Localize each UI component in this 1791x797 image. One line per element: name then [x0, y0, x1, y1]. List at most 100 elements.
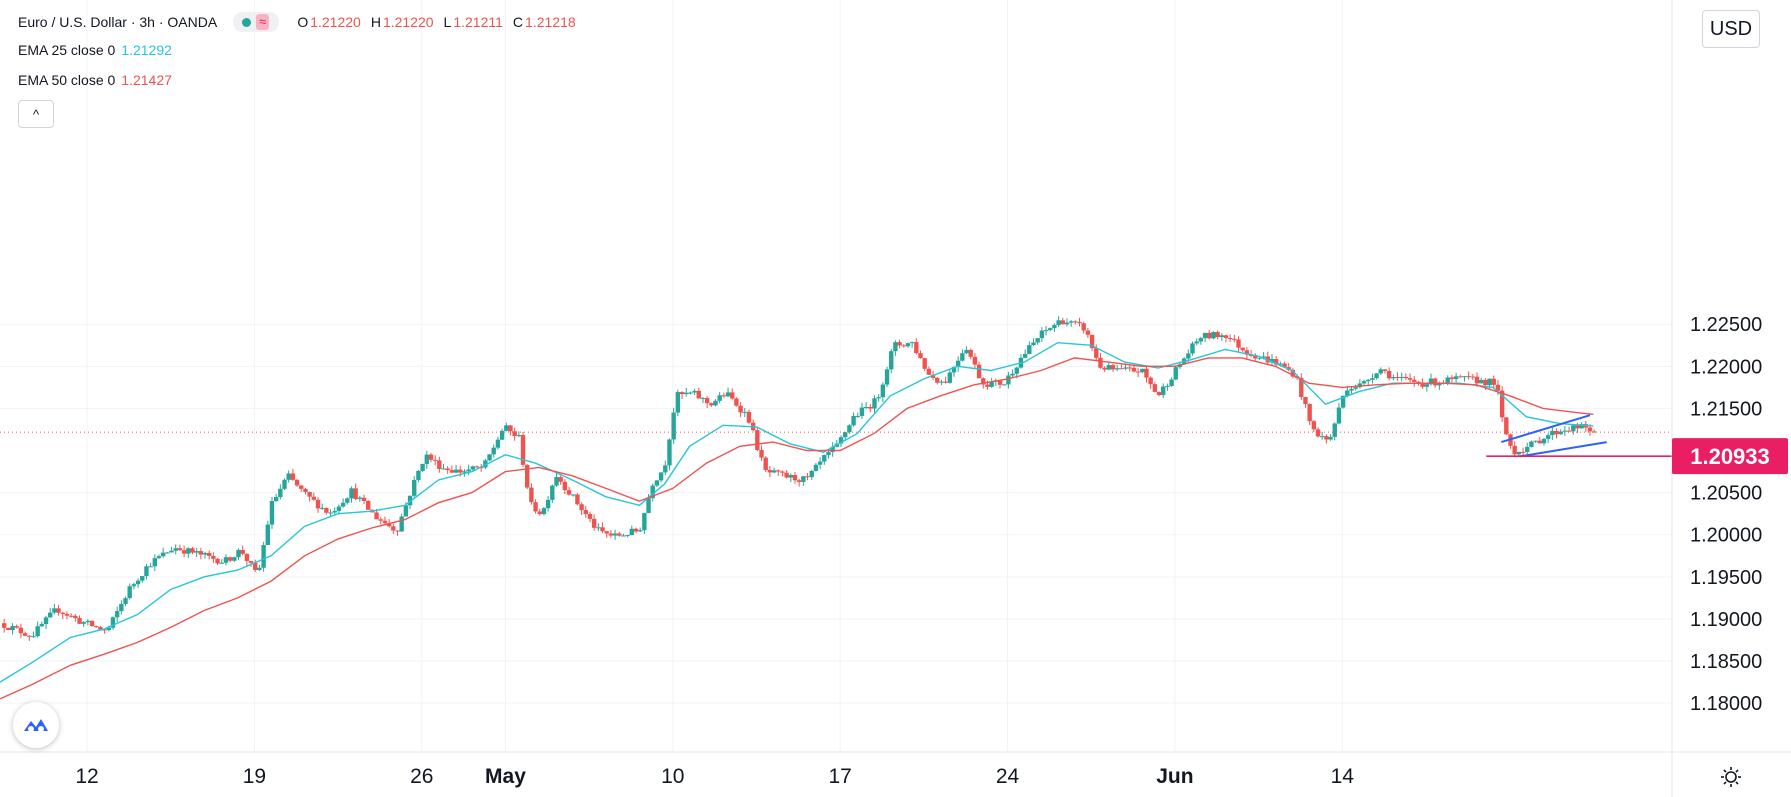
candle-up [826, 452, 831, 456]
candle-down [1223, 335, 1229, 338]
candle-up [843, 432, 848, 438]
currency-button[interactable]: USD [1702, 10, 1760, 48]
candle-down [796, 480, 802, 482]
candle-down [1591, 431, 1597, 433]
candle-down [985, 384, 990, 387]
candle-down [780, 471, 785, 473]
candle-down [1, 623, 7, 628]
candle-down [976, 364, 982, 379]
candle-up [859, 407, 865, 416]
candle-down [508, 425, 513, 432]
candle-down [386, 523, 392, 527]
candle-up [1043, 330, 1049, 332]
candle-down [428, 454, 434, 460]
candle-down [458, 469, 463, 473]
candle-up [1571, 425, 1576, 432]
candle-up [1328, 436, 1333, 440]
settings-icon-tooth [1735, 769, 1739, 773]
candle-up [340, 502, 346, 507]
candle-up [960, 353, 965, 361]
candle-up [110, 617, 116, 628]
candle-down [696, 390, 701, 399]
candle-down [981, 378, 986, 385]
ema25-legend[interactable]: EMA 25 close 0 1.21292 [18, 42, 178, 58]
candle-down [14, 626, 19, 628]
candle-up [830, 446, 835, 453]
candle-down [294, 479, 300, 486]
candle-up [1194, 341, 1199, 344]
candle-up [160, 552, 166, 557]
candle-up [1257, 357, 1262, 359]
status-pill[interactable]: ≈ [233, 12, 280, 32]
candle-up [169, 550, 174, 553]
candle-down [1315, 429, 1321, 437]
candle-up [412, 479, 417, 496]
candle-up [688, 392, 693, 394]
candle-up [909, 342, 915, 344]
candle-down [324, 507, 329, 513]
candle-down [792, 474, 798, 481]
candle-down [60, 612, 65, 614]
candle-up [1068, 321, 1074, 323]
candle-up [1056, 320, 1061, 326]
candle-up [357, 497, 363, 500]
candle-up [483, 460, 488, 468]
candle-up [541, 508, 547, 515]
candle-down [587, 514, 593, 519]
candle-down [290, 473, 296, 480]
candle-up [1453, 376, 1459, 380]
candle-down [1253, 356, 1258, 359]
candle-up [516, 435, 522, 437]
candle-up [39, 624, 45, 627]
candle-up [571, 494, 576, 496]
collapse-legend-button[interactable]: ^ [18, 100, 54, 128]
grid [0, 0, 1672, 752]
candle-up [1006, 375, 1011, 385]
candle-up [1437, 382, 1442, 386]
candle-down [926, 368, 932, 375]
candle-up [1198, 338, 1204, 342]
candle-down [1131, 367, 1137, 372]
candle-down [1303, 396, 1308, 405]
x-tick-label: 10 [661, 765, 684, 788]
candle-down [240, 549, 245, 554]
candle-down [943, 381, 948, 383]
symbol-title[interactable]: Euro / U.S. Dollar · 3h · OANDA [18, 14, 218, 30]
x-tick-label: Jun [1156, 765, 1193, 788]
candle-up [692, 390, 697, 393]
candle-up [809, 470, 814, 478]
candle-down [248, 560, 254, 563]
candle-up [1579, 424, 1584, 429]
candle-up [1378, 369, 1383, 374]
candle-up [1445, 377, 1450, 383]
candle-down [1458, 376, 1463, 378]
candle-down [1148, 377, 1153, 385]
candle-down [1566, 430, 1572, 432]
candle-up [1190, 343, 1195, 354]
candle-down [244, 553, 250, 561]
candle-down [64, 613, 70, 616]
tradingview-logo-button[interactable] [13, 702, 59, 748]
candle-up [1487, 378, 1492, 386]
ema50-legend[interactable]: EMA 50 close 0 1.21427 [18, 72, 178, 88]
candle-up [1374, 373, 1379, 379]
candle-down [972, 356, 978, 365]
candle-up [1035, 338, 1040, 343]
candle-down [1094, 348, 1099, 358]
y-tick-label: 1.18000 [1690, 693, 1762, 715]
candle-up [236, 549, 241, 558]
candle-up [1558, 431, 1563, 435]
candle-down [315, 499, 321, 509]
candle-up [1525, 446, 1530, 452]
candle-down [1081, 323, 1086, 331]
candle-up [851, 415, 856, 426]
candle-up [144, 566, 149, 577]
candle-down [930, 374, 936, 378]
candle-up [642, 513, 647, 531]
settings-icon [1721, 767, 1741, 787]
candle-down [1227, 337, 1233, 339]
candle-down [1207, 332, 1212, 339]
candle-up [165, 552, 170, 554]
candle-up [407, 495, 413, 506]
